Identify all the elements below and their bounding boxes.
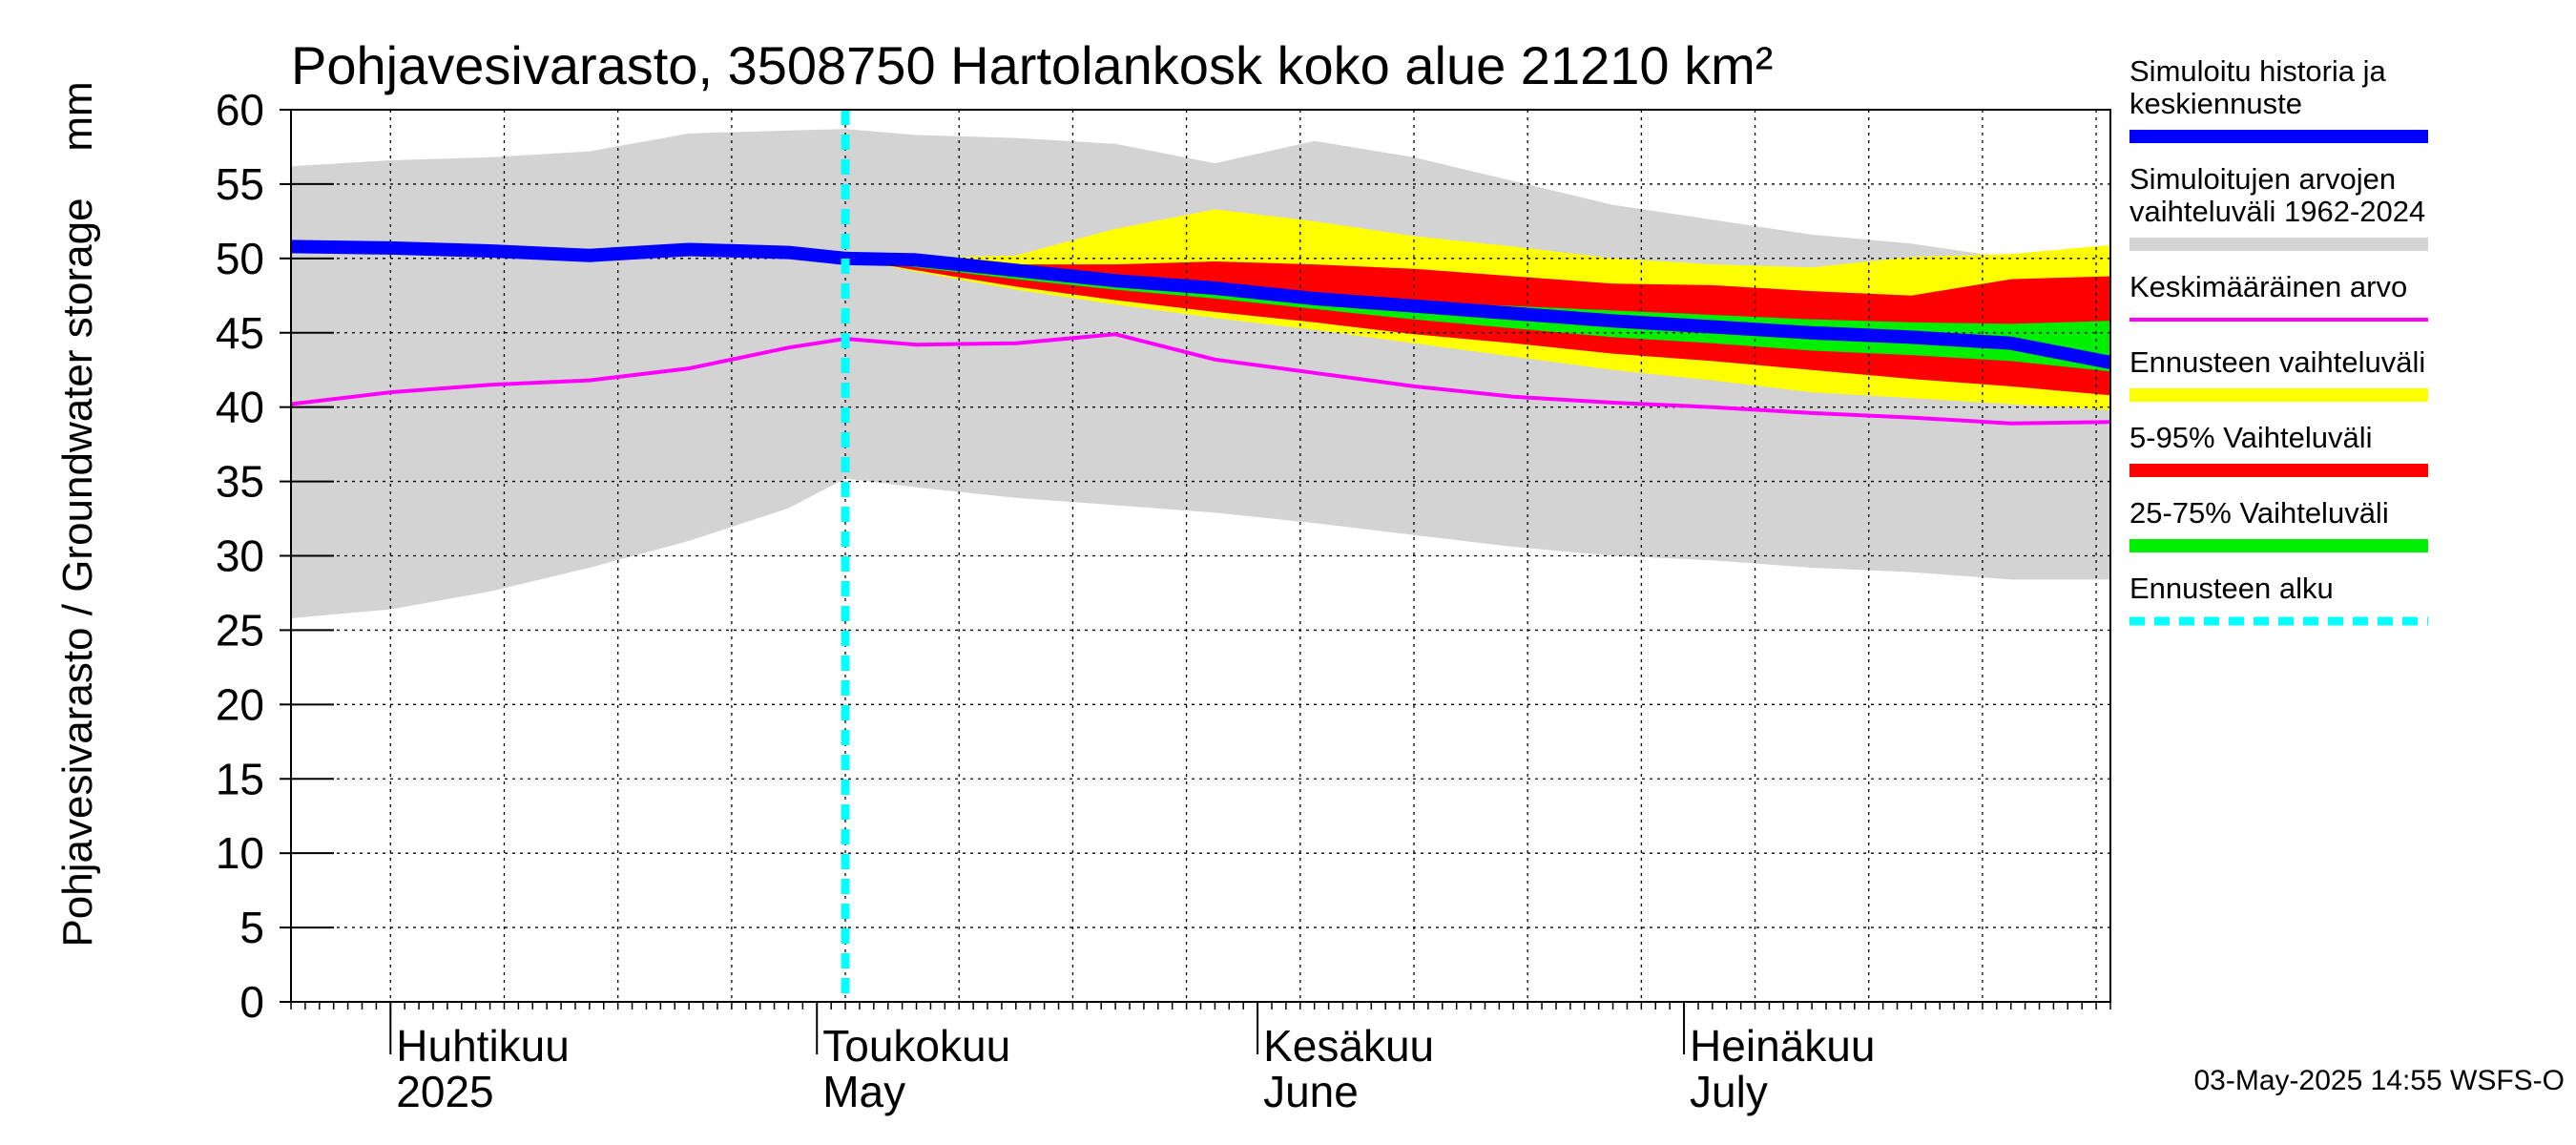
x-month-sublabel: June [1263,1067,1359,1116]
y-tick-label: 60 [216,85,264,135]
legend-label: 5-95% Vaihteluväli [2129,421,2372,454]
x-month-label: Heinäkuu [1690,1021,1875,1071]
legend-label: Ennusteen vaihteluväli [2129,345,2425,379]
x-month-sublabel: 2025 [396,1067,493,1116]
chart-bands [291,129,2110,619]
legend-label: vaihteluväli 1962-2024 [2129,195,2425,228]
y-tick-label: 0 [239,977,264,1027]
y-tick-label: 15 [216,754,264,803]
x-month-label: Toukokuu [822,1021,1010,1071]
y-tick-label: 30 [216,531,264,581]
legend-label: Keskimääräinen arvo [2129,270,2407,303]
y-axis-label: Pohjavesivarasto / Groundwater storage [54,198,101,947]
chart-title: Pohjavesivarasto, 3508750 Hartolankosk k… [291,35,1773,95]
y-tick-label: 35 [216,457,264,507]
history-line [290,239,2112,369]
legend-label: Simuloitu historia ja [2129,54,2387,88]
legend-label: Simuloitujen arvojen [2129,162,2396,196]
axes: 051015202530354045505560Huhtikuu2025Touk… [216,85,2111,1116]
legend-label: keskiennuste [2129,87,2302,120]
y-tick-label: 40 [216,383,264,432]
legend-label: 25-75% Vaihteluväli [2129,496,2389,530]
y-tick-label: 10 [216,828,264,878]
y-axis-unit: mm [54,81,101,151]
y-tick-label: 45 [216,308,264,358]
legend-label: Ennusteen alku [2129,572,2334,605]
x-month-sublabel: July [1690,1067,1768,1116]
y-tick-label: 20 [216,679,264,729]
chart-lines [290,110,2112,1002]
grid-lines [291,110,2110,1002]
y-tick-label: 25 [216,605,264,655]
footer-timestamp: 03-May-2025 14:55 WSFS-O [2194,1065,2566,1096]
x-month-label: Huhtikuu [396,1021,570,1071]
y-tick-label: 5 [239,903,264,952]
mean-line [290,332,2111,426]
x-month-sublabel: May [822,1067,905,1116]
y-tick-label: 55 [216,159,264,209]
x-month-label: Kesäkuu [1263,1021,1434,1071]
y-tick-label: 50 [216,234,264,283]
